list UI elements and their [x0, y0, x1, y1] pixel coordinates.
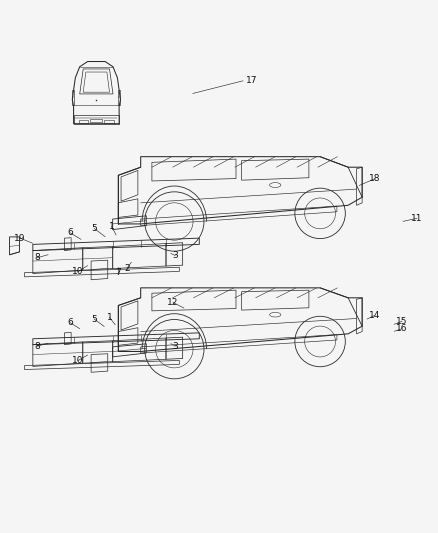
Text: 19: 19	[14, 233, 25, 243]
Text: 7: 7	[115, 268, 121, 277]
Text: 5: 5	[91, 314, 97, 324]
Text: 8: 8	[34, 342, 40, 351]
Text: 14: 14	[369, 311, 380, 320]
Text: 1: 1	[109, 222, 115, 231]
Text: 11: 11	[411, 214, 423, 223]
Text: 2: 2	[124, 264, 130, 273]
Text: 12: 12	[167, 298, 179, 307]
Text: 5: 5	[91, 224, 97, 233]
Text: 15: 15	[396, 317, 408, 326]
Text: 8: 8	[34, 253, 40, 262]
Text: 6: 6	[67, 318, 73, 327]
Text: 10: 10	[72, 267, 84, 276]
Text: 18: 18	[369, 174, 380, 183]
Text: 16: 16	[396, 324, 408, 333]
Text: 17: 17	[246, 76, 258, 85]
Text: 3: 3	[172, 342, 178, 351]
Text: 10: 10	[72, 356, 84, 365]
Text: 6: 6	[67, 228, 73, 237]
Text: 1: 1	[106, 313, 113, 322]
Text: 3: 3	[172, 251, 178, 260]
